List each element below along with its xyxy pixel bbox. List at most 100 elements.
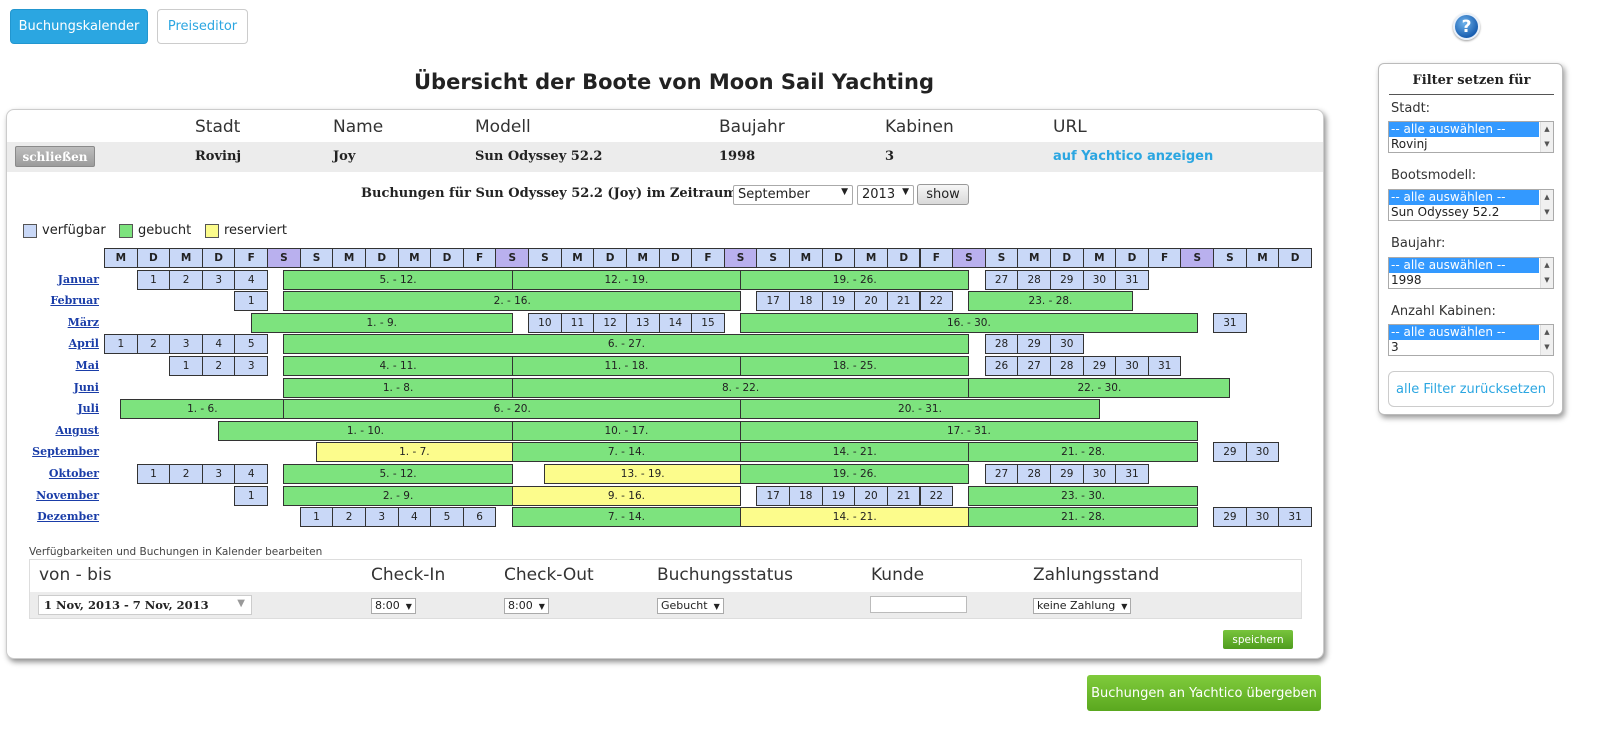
- month-link[interactable]: August: [55, 423, 100, 437]
- save-button[interactable]: speichern: [1223, 630, 1293, 649]
- close-button[interactable]: schließen: [15, 146, 95, 167]
- free-day-cell[interactable]: 3: [234, 355, 269, 376]
- month-link[interactable]: April: [68, 337, 99, 351]
- free-day-cell[interactable]: 2: [169, 463, 203, 484]
- help-icon[interactable]: ?: [1453, 13, 1480, 40]
- free-day-cell[interactable]: 17: [756, 485, 790, 506]
- month-link[interactable]: Juni: [73, 380, 99, 394]
- reservation-block[interactable]: 14. - 21.: [740, 507, 970, 528]
- booking-block[interactable]: 5. - 12.: [283, 463, 513, 484]
- month-link[interactable]: Januar: [57, 272, 99, 286]
- yachtico-link[interactable]: auf Yachtico anzeigen: [1053, 149, 1214, 164]
- show-button[interactable]: show: [917, 184, 969, 205]
- customer-input[interactable]: [870, 596, 967, 613]
- filter-model-list[interactable]: -- alle auswählen -- Sun Odyssey 52.2 ▲ ▼: [1388, 189, 1554, 221]
- month-link[interactable]: März: [67, 315, 99, 329]
- transfer-to-yachtico-button[interactable]: Buchungen an Yachtico übergeben: [1087, 675, 1321, 711]
- free-day-cell[interactable]: 31: [1278, 507, 1312, 528]
- booking-block[interactable]: 10. - 17.: [511, 420, 742, 441]
- tab-booking-calendar[interactable]: Buchungskalender: [10, 9, 148, 44]
- booking-block[interactable]: 19. - 26.: [740, 463, 970, 484]
- reservation-block[interactable]: 9. - 16.: [511, 485, 742, 506]
- booking-block[interactable]: 8. - 22.: [511, 377, 970, 398]
- free-day-cell[interactable]: 22: [919, 485, 954, 506]
- free-day-cell[interactable]: 4: [234, 463, 269, 484]
- month-link[interactable]: September: [32, 445, 99, 459]
- free-day-cell[interactable]: 27: [984, 269, 1019, 290]
- free-day-cell[interactable]: 31: [1147, 355, 1182, 376]
- checkout-select[interactable]: 8:00 ▼: [504, 598, 549, 614]
- booking-block[interactable]: 23. - 30.: [968, 485, 1198, 506]
- tab-price-editor[interactable]: Preiseditor: [157, 9, 248, 44]
- free-day-cell[interactable]: 31: [1115, 269, 1149, 290]
- booking-block[interactable]: 23. - 28.: [968, 291, 1133, 312]
- booking-block[interactable]: 12. - 19.: [511, 269, 742, 290]
- filter-cabins-option[interactable]: 3: [1391, 340, 1399, 354]
- free-day-cell[interactable]: 20: [854, 291, 888, 312]
- free-day-cell[interactable]: 1: [234, 291, 269, 312]
- free-day-cell[interactable]: 1: [136, 269, 171, 290]
- free-day-cell[interactable]: 5: [234, 334, 269, 355]
- booking-block[interactable]: 22. - 30.: [968, 377, 1231, 398]
- month-link[interactable]: Dezember: [37, 510, 99, 524]
- booking-block[interactable]: 21. - 28.: [968, 507, 1198, 528]
- free-day-cell[interactable]: 10: [528, 312, 562, 333]
- booking-block[interactable]: 1. - 9.: [250, 312, 513, 333]
- free-day-cell[interactable]: 26: [984, 355, 1019, 376]
- free-day-cell[interactable]: 21: [886, 485, 921, 506]
- booking-block[interactable]: 7. - 14.: [511, 507, 742, 528]
- month-link[interactable]: November: [36, 488, 99, 502]
- status-select[interactable]: Gebucht ▼: [657, 598, 724, 614]
- month-link[interactable]: Juli: [77, 402, 99, 416]
- month-link[interactable]: Februar: [50, 294, 99, 308]
- booking-block[interactable]: 19. - 26.: [740, 269, 970, 290]
- free-day-cell[interactable]: 29: [1213, 442, 1247, 463]
- reservation-block[interactable]: 13. - 19.: [544, 463, 742, 484]
- free-day-cell[interactable]: 3: [169, 334, 203, 355]
- booking-block[interactable]: 1. - 6.: [120, 399, 285, 420]
- free-day-cell[interactable]: 28: [1017, 463, 1051, 484]
- date-range-input[interactable]: 1 Nov, 2013 - 7 Nov, 2013 ▼: [38, 595, 252, 615]
- filter-year-all-option[interactable]: -- alle auswählen --: [1389, 258, 1539, 273]
- booking-block[interactable]: 7. - 14.: [511, 442, 742, 463]
- free-day-cell[interactable]: 14: [658, 312, 693, 333]
- free-day-cell[interactable]: 5: [430, 507, 464, 528]
- checkin-select[interactable]: 8:00 ▼: [371, 598, 416, 614]
- filter-model-all-option[interactable]: -- alle auswählen --: [1389, 190, 1539, 205]
- booking-block[interactable]: 5. - 12.: [283, 269, 513, 290]
- booking-block[interactable]: 21. - 28.: [968, 442, 1198, 463]
- free-day-cell[interactable]: 15: [691, 312, 725, 333]
- free-day-cell[interactable]: 13: [625, 312, 660, 333]
- free-day-cell[interactable]: 19: [821, 485, 856, 506]
- month-select[interactable]: September ▼: [733, 185, 853, 205]
- filter-cabins-list[interactable]: -- alle auswählen -- 3 ▲ ▼: [1388, 324, 1554, 356]
- free-day-cell[interactable]: 1: [234, 485, 269, 506]
- free-day-cell[interactable]: 4: [397, 507, 432, 528]
- booking-block[interactable]: 11. - 18.: [511, 355, 742, 376]
- scrollbar[interactable]: ▲ ▼: [1540, 190, 1553, 220]
- free-day-cell[interactable]: 2: [332, 507, 366, 528]
- free-day-cell[interactable]: 28: [1017, 269, 1051, 290]
- filter-city-list[interactable]: -- alle auswählen -- Rovinj ▲ ▼: [1388, 121, 1554, 153]
- free-day-cell[interactable]: 20: [854, 485, 888, 506]
- scrollbar[interactable]: ▲ ▼: [1540, 325, 1553, 355]
- free-day-cell[interactable]: 30: [1049, 334, 1084, 355]
- free-day-cell[interactable]: 19: [821, 291, 856, 312]
- booking-block[interactable]: 14. - 21.: [740, 442, 970, 463]
- free-day-cell[interactable]: 30: [1115, 355, 1149, 376]
- free-day-cell[interactable]: 29: [1082, 355, 1117, 376]
- reservation-block[interactable]: 1. - 7.: [316, 442, 513, 463]
- free-day-cell[interactable]: 29: [1049, 269, 1084, 290]
- free-day-cell[interactable]: 1: [299, 507, 334, 528]
- free-day-cell[interactable]: 1: [136, 463, 171, 484]
- free-day-cell[interactable]: 18: [789, 291, 823, 312]
- free-day-cell[interactable]: 4: [201, 334, 236, 355]
- free-day-cell[interactable]: 29: [1213, 507, 1247, 528]
- free-day-cell[interactable]: 1: [169, 355, 203, 376]
- filter-city-option[interactable]: Rovinj: [1391, 137, 1428, 151]
- filter-year-option[interactable]: 1998: [1391, 273, 1422, 287]
- payment-select[interactable]: keine Zahlung ▼: [1033, 598, 1132, 614]
- free-day-cell[interactable]: 30: [1245, 442, 1280, 463]
- free-day-cell[interactable]: 27: [984, 463, 1019, 484]
- free-day-cell[interactable]: 3: [201, 463, 236, 484]
